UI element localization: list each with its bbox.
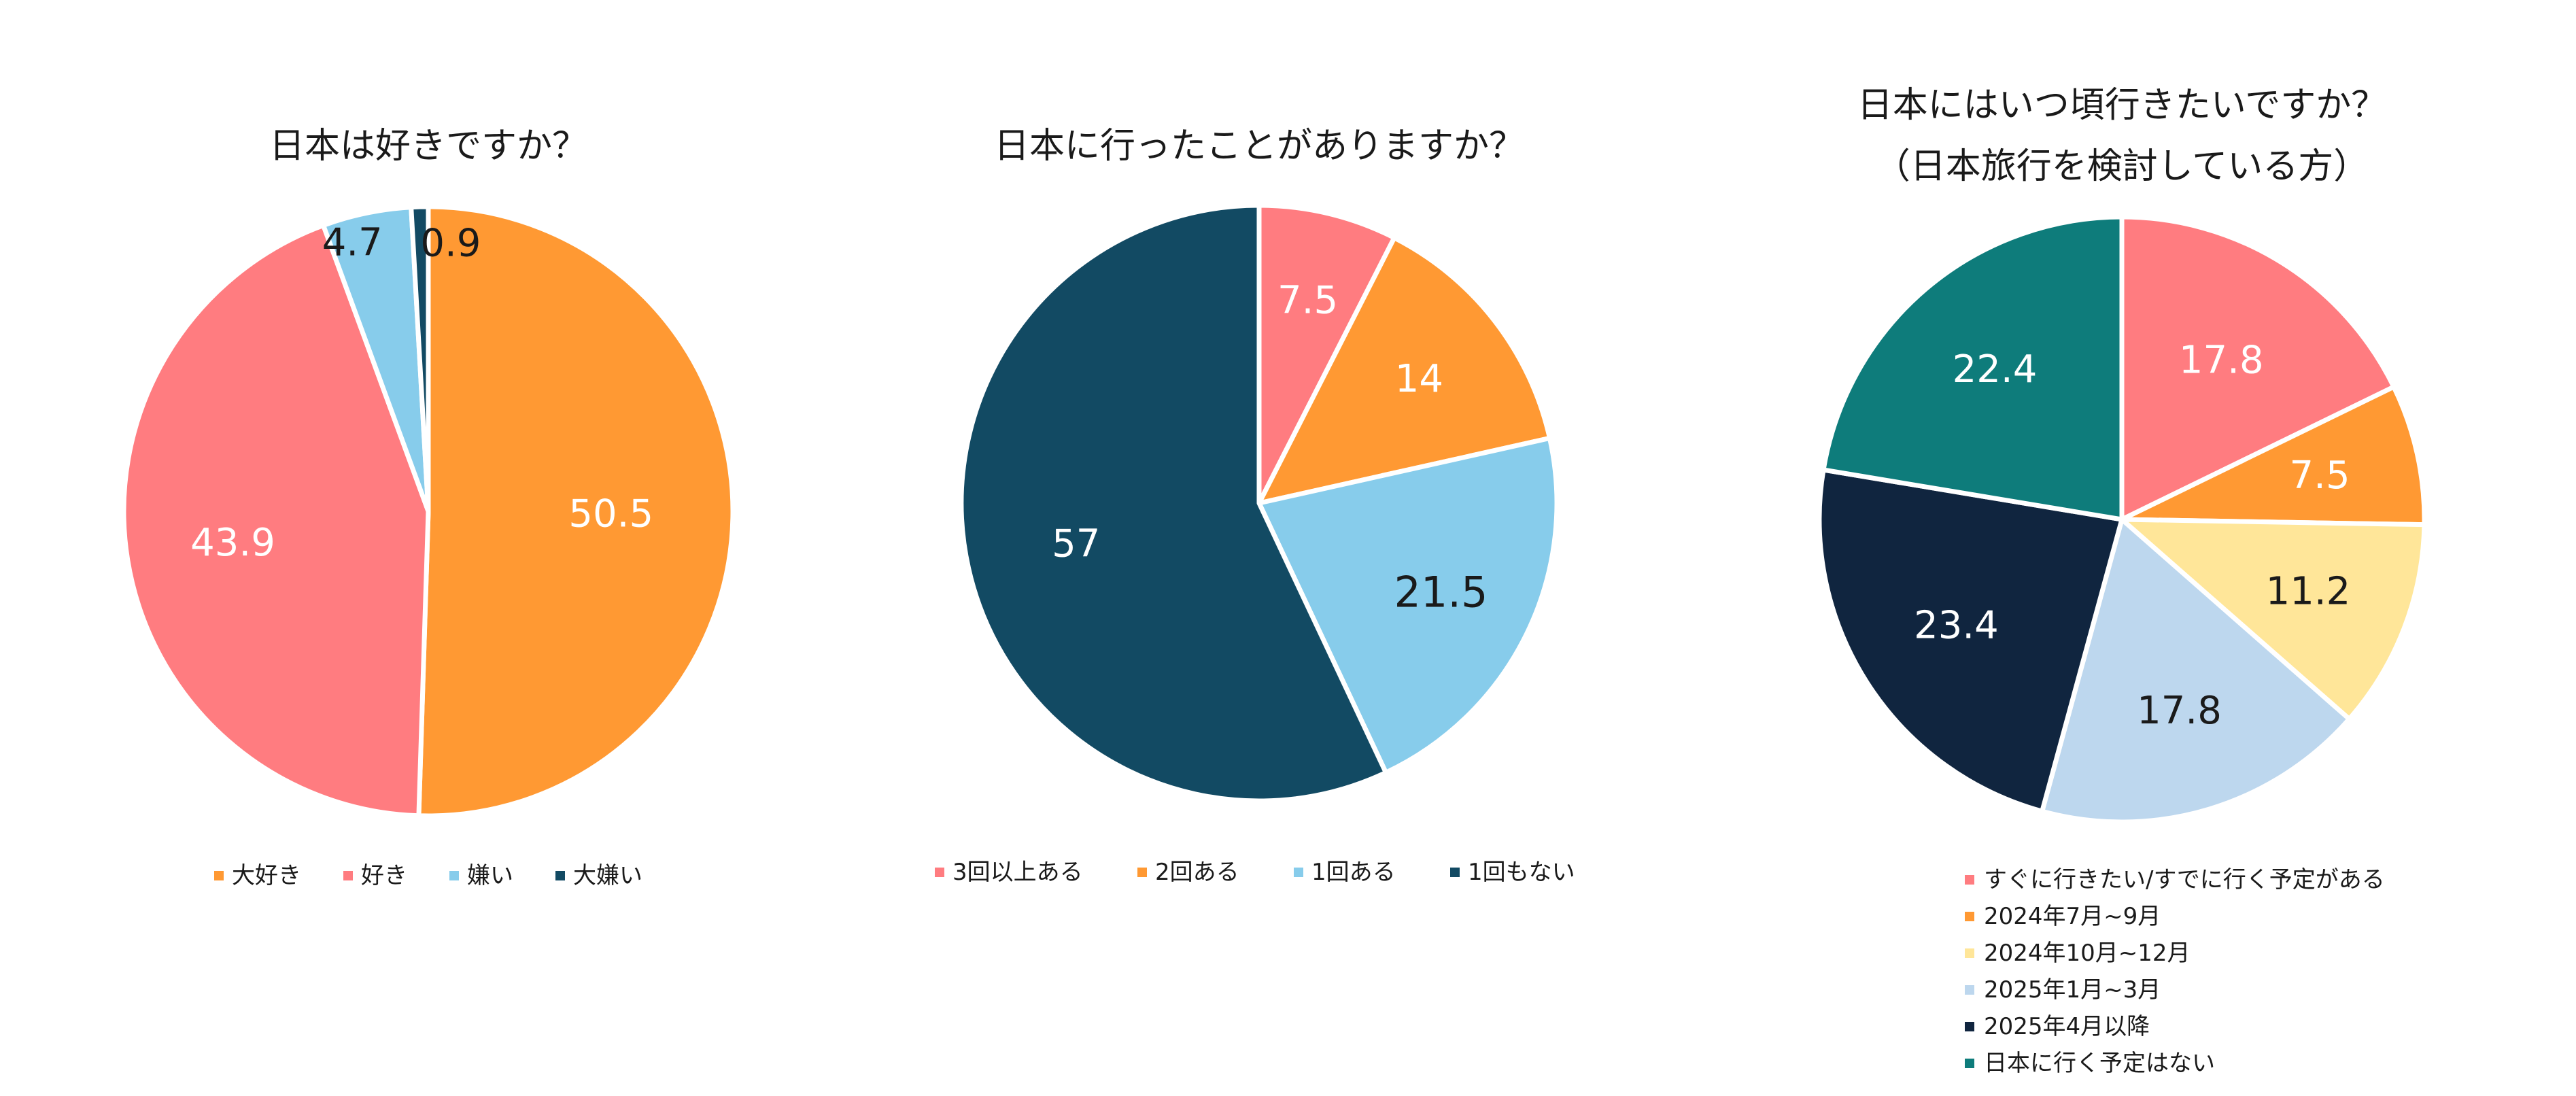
pie-slice [121, 222, 431, 819]
pie-slice [2040, 517, 2352, 825]
legend-label: 大好き [232, 862, 301, 889]
legend-swatch [555, 871, 565, 880]
legend: 大好き 好き 嫌い 大嫌い [214, 862, 642, 889]
legend-swatch [1965, 875, 1974, 885]
legend-swatch [1965, 1059, 1974, 1068]
legend-label: 好き [361, 862, 407, 889]
legend-label: 2024年7月~9月 [1984, 903, 2161, 930]
chart-subtitle: （日本旅行を検討している方） [1875, 146, 2369, 187]
data-label: 14 [1395, 357, 1443, 401]
pie-slice [416, 204, 736, 819]
legend-swatch [343, 871, 353, 880]
legend-swatch [1965, 948, 1974, 958]
pie-slice [409, 204, 431, 514]
data-label: 17.8 [2137, 689, 2222, 733]
legend-swatch [1965, 1022, 1974, 1031]
pie-slice [1817, 467, 2125, 814]
pie-slice [1256, 435, 1560, 775]
pie-slice [1821, 214, 2125, 522]
legend-swatch [1137, 868, 1147, 877]
pie-chart-visited-japan: 日本に行ったことがありますか？ 7.5 14 21.5 57 3回以上ある 2回ある 1回ある… [935, 126, 1575, 886]
data-label: 4.7 [322, 221, 383, 265]
legend-label: 1回もない [1468, 859, 1575, 886]
data-label: 50.5 [568, 492, 653, 536]
pie-slice [959, 203, 1388, 804]
legend-label: 2025年1月~3月 [1984, 976, 2161, 1004]
pie-chart-japan-liking: 日本は好きですか？ 50.5 43.9 4.7 0.9 大好き 好き 嫌い 大嫌い [121, 126, 736, 889]
legend-label: 3回以上ある [952, 859, 1083, 886]
legend-swatch [935, 868, 944, 877]
pie-chart-when-visit-japan: 日本にはいつ頃行きたいですか？ （日本旅行を検討している方） 17.8 7.5 11.2… [1817, 85, 2427, 1077]
data-label: 21.5 [1394, 568, 1488, 617]
legend: 3回以上ある 2回ある 1回ある 1回もない [935, 859, 1575, 886]
data-label: 0.9 [420, 221, 481, 265]
legend-swatch [1965, 912, 1974, 921]
legend-swatch [1294, 868, 1303, 877]
legend-label: 大嫌い [573, 862, 642, 889]
legend-label: 2025年4月以降 [1984, 1013, 2150, 1040]
legend-label: すぐに行きたい/すでに行く予定がある [1984, 866, 2385, 893]
pie-slice [2119, 214, 2397, 522]
pie-slice [1256, 235, 1552, 506]
pie-slice [2119, 517, 2427, 722]
legend-label: 2024年10月~12月 [1984, 940, 2191, 967]
pie-slice [1256, 203, 1397, 506]
legend-label: 嫌い [467, 862, 513, 889]
data-label: 57 [1052, 522, 1100, 566]
data-label: 7.5 [2290, 453, 2350, 498]
legend-swatch [449, 871, 459, 880]
data-label: 22.4 [1953, 347, 2038, 392]
chart-title: 日本は好きですか？ [269, 126, 587, 167]
data-label: 11.2 [2266, 569, 2351, 613]
chart-title: 日本にはいつ頃行きたいですか？ [1857, 85, 2386, 126]
data-label: 43.9 [190, 521, 275, 565]
chart-title: 日本に行ったことがありますか？ [994, 126, 1524, 167]
data-label: 17.8 [2179, 339, 2264, 383]
data-label: 23.4 [1914, 603, 1999, 647]
legend-swatch [1965, 985, 1974, 995]
data-label: 7.5 [1277, 278, 1338, 322]
legend: すぐに行きたい/すでに行く予定がある 2024年7月~9月 2024年10月~12月… [1965, 866, 2385, 1077]
legend-label: 日本に行く予定はない [1984, 1050, 2215, 1077]
legend-label: 2回ある [1155, 859, 1239, 886]
pie-slice [2119, 384, 2427, 528]
legend-swatch [1450, 868, 1460, 877]
legend-swatch [214, 871, 224, 880]
legend-label: 1回ある [1311, 859, 1396, 886]
